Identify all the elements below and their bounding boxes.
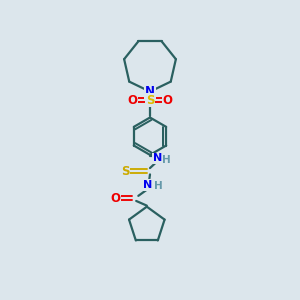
Text: O: O [110,192,120,205]
Text: N: N [145,85,155,98]
Text: H: H [162,154,171,165]
Text: H: H [154,181,162,191]
Text: O: O [128,94,138,106]
Text: O: O [162,94,172,106]
Text: N: N [143,180,152,190]
Text: N: N [153,154,162,164]
Text: S: S [146,94,154,106]
Text: S: S [121,165,130,178]
